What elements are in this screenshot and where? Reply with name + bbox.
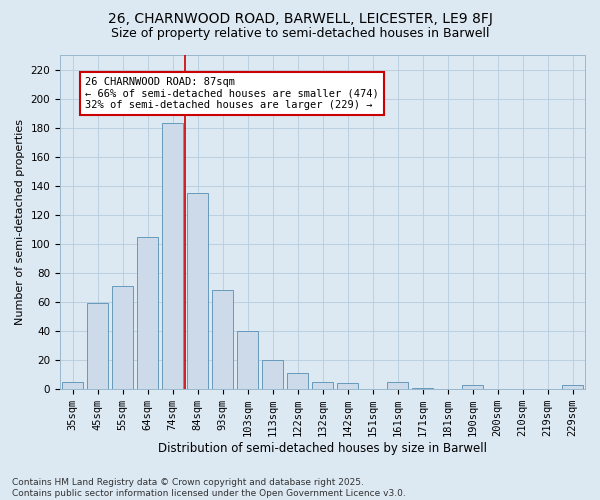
Y-axis label: Number of semi-detached properties: Number of semi-detached properties [15,119,25,325]
Text: Contains HM Land Registry data © Crown copyright and database right 2025.
Contai: Contains HM Land Registry data © Crown c… [12,478,406,498]
Bar [387,382,408,389]
Bar [312,382,333,389]
Bar [237,331,258,389]
Text: 26, CHARNWOOD ROAD, BARWELL, LEICESTER, LE9 8FJ: 26, CHARNWOOD ROAD, BARWELL, LEICESTER, … [107,12,493,26]
Bar [562,385,583,389]
Bar [112,286,133,389]
Bar [62,382,83,389]
Bar [462,385,483,389]
Bar [162,124,183,389]
Bar [87,304,108,389]
Bar [212,290,233,389]
Bar [187,193,208,389]
Bar [262,360,283,389]
X-axis label: Distribution of semi-detached houses by size in Barwell: Distribution of semi-detached houses by … [158,442,487,455]
Bar [137,236,158,389]
Text: 26 CHARNWOOD ROAD: 87sqm
← 66% of semi-detached houses are smaller (474)
32% of : 26 CHARNWOOD ROAD: 87sqm ← 66% of semi-d… [85,77,379,110]
Bar [287,373,308,389]
Bar [412,388,433,389]
Text: Size of property relative to semi-detached houses in Barwell: Size of property relative to semi-detach… [111,28,489,40]
Bar [337,384,358,389]
